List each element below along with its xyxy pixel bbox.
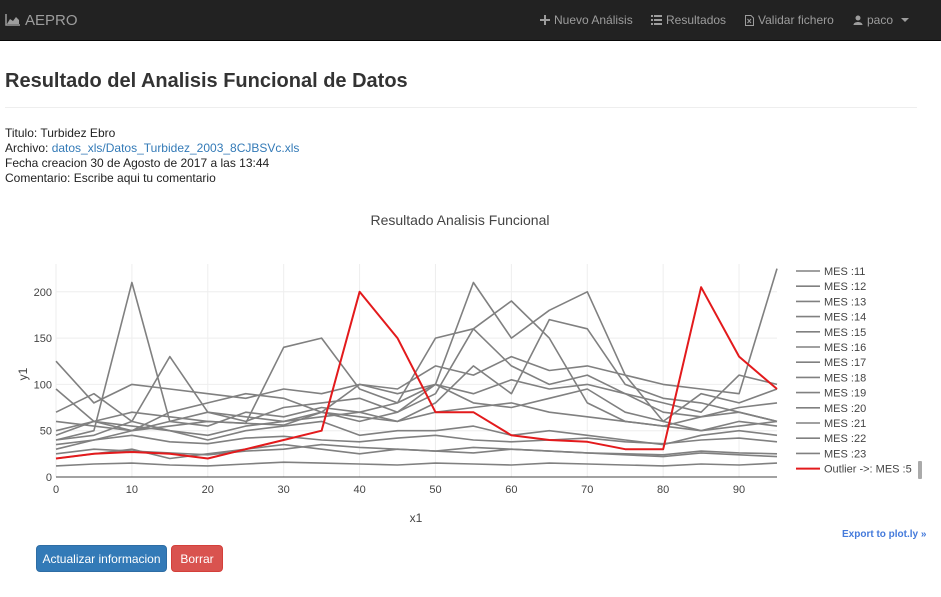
- meta-comentario: Comentario: Escribe aqui tu comentario: [5, 171, 216, 185]
- nav-resultados-label: Resultados: [666, 13, 727, 27]
- legend-item[interactable]: MES :13: [824, 296, 866, 308]
- area-chart-icon: [5, 14, 21, 26]
- meta-fecha: Fecha creacion 30 de Agosto de 2017 a la…: [5, 156, 270, 170]
- series-line: [55, 281, 778, 441]
- series-line: [55, 434, 778, 446]
- archivo-link[interactable]: datos_xls/Datos_Turbidez_2003_8CJBSVc.xl…: [51, 141, 300, 155]
- legend-item[interactable]: MES :12: [824, 281, 866, 293]
- nav-validar-fichero-label: Validar fichero: [758, 13, 834, 27]
- nav-nuevo-analisis-label: Nuevo Análisis: [554, 13, 633, 27]
- series-line: [55, 443, 778, 456]
- titulo-value: Turbidez Ebro: [40, 126, 116, 140]
- nav-user-label: paco: [867, 13, 894, 27]
- legend-item[interactable]: MES :17: [824, 357, 866, 369]
- export-plotly-link[interactable]: Export to plot.ly »: [842, 529, 927, 540]
- nav-validar-fichero[interactable]: Validar fichero: [745, 0, 834, 40]
- legend-item[interactable]: MES :18: [824, 372, 866, 384]
- navbar: AEPRO Nuevo Análisis Resultados Validar …: [0, 0, 941, 41]
- x-tick-label: 80: [657, 484, 669, 496]
- x-axis-label: x1: [410, 511, 423, 525]
- x-tick-label: 0: [53, 484, 59, 496]
- series-line: [55, 461, 778, 467]
- nav-nuevo-analisis[interactable]: Nuevo Análisis: [540, 0, 633, 40]
- series-line: [55, 281, 778, 437]
- meta-titulo: Titulo: Turbidez Ebro: [5, 126, 115, 140]
- y-tick-label: 200: [34, 287, 52, 299]
- series-line: [55, 355, 778, 423]
- series-line: [55, 300, 778, 427]
- x-tick-label: 90: [733, 484, 745, 496]
- legend-item[interactable]: MES :20: [824, 403, 866, 415]
- legend-item[interactable]: MES :22: [824, 433, 866, 445]
- legend-scrollbar[interactable]: [918, 461, 922, 479]
- legend-item[interactable]: MES :15: [824, 327, 866, 339]
- x-tick-label: 50: [429, 484, 441, 496]
- brand-label: AEPRO: [25, 11, 78, 29]
- file-icon: [745, 14, 754, 26]
- x-tick-label: 20: [202, 484, 214, 496]
- series-line: [55, 383, 778, 450]
- legend-item[interactable]: MES :23: [824, 448, 866, 460]
- series-line: [55, 268, 778, 404]
- brand[interactable]: AEPRO: [5, 0, 78, 40]
- archivo-label: Archivo:: [5, 141, 49, 155]
- legend-item[interactable]: MES :19: [824, 388, 866, 400]
- y-tick-label: 150: [34, 333, 52, 345]
- x-tick-label: 30: [278, 484, 290, 496]
- x-tick-label: 10: [126, 484, 138, 496]
- divider: [5, 107, 917, 108]
- update-info-button[interactable]: Actualizar informacion: [36, 545, 167, 572]
- plus-icon: [540, 15, 550, 25]
- legend-item[interactable]: MES :16: [824, 342, 866, 354]
- x-tick-label: 40: [353, 484, 365, 496]
- x-tick-label: 60: [505, 484, 517, 496]
- nav-resultados[interactable]: Resultados: [651, 0, 726, 40]
- legend-item[interactable]: Outlier ->: MES :5: [824, 464, 912, 476]
- y-tick-label: 0: [46, 472, 52, 484]
- legend-item[interactable]: MES :11: [824, 266, 865, 278]
- meta-archivo: Archivo: datos_xls/Datos_Turbidez_2003_8…: [5, 141, 299, 155]
- series-line: [55, 443, 778, 460]
- legend-item[interactable]: MES :21: [824, 418, 866, 430]
- x-tick-label: 70: [581, 484, 593, 496]
- y-axis-label: y1: [16, 367, 30, 380]
- list-icon: [651, 15, 662, 25]
- series-line: [55, 392, 778, 432]
- chart-title: Resultado Analisis Funcional: [371, 212, 550, 228]
- y-tick-label: 50: [40, 426, 52, 438]
- delete-button[interactable]: Borrar: [171, 545, 223, 572]
- nav-user-menu[interactable]: paco: [853, 0, 910, 40]
- legend-item[interactable]: MES :14: [824, 312, 866, 324]
- outlier-series-line: [55, 286, 778, 460]
- page-title: Resultado del Analisis Funcional de Dato…: [5, 70, 408, 92]
- user-icon: [853, 15, 863, 25]
- functional-analysis-chart: Resultado Analisis Funcional 0 10 20 30 40 50…: [16, 212, 922, 525]
- y-tick-label: 100: [34, 379, 52, 391]
- caret-down-icon: [901, 18, 910, 22]
- titulo-label: Titulo:: [5, 126, 38, 140]
